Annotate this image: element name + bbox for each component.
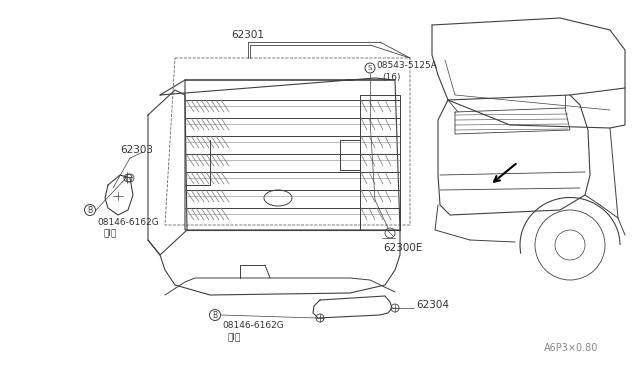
Text: B: B [212, 311, 218, 320]
Text: 08146-6162G: 08146-6162G [222, 321, 284, 330]
Text: 08543-5125A: 08543-5125A [376, 61, 437, 70]
Text: 62303: 62303 [120, 145, 153, 155]
Text: （I）: （I） [228, 333, 241, 341]
Text: （I）: （I） [103, 228, 116, 237]
Text: S: S [368, 65, 372, 71]
Text: (16): (16) [382, 73, 401, 81]
Text: 08146-6162G: 08146-6162G [97, 218, 159, 227]
Text: B: B [88, 205, 93, 215]
Text: A6P3×0.80: A6P3×0.80 [543, 343, 598, 353]
Text: 62301: 62301 [232, 30, 264, 40]
Text: 62300E: 62300E [383, 243, 422, 253]
Text: 62304: 62304 [416, 300, 449, 310]
